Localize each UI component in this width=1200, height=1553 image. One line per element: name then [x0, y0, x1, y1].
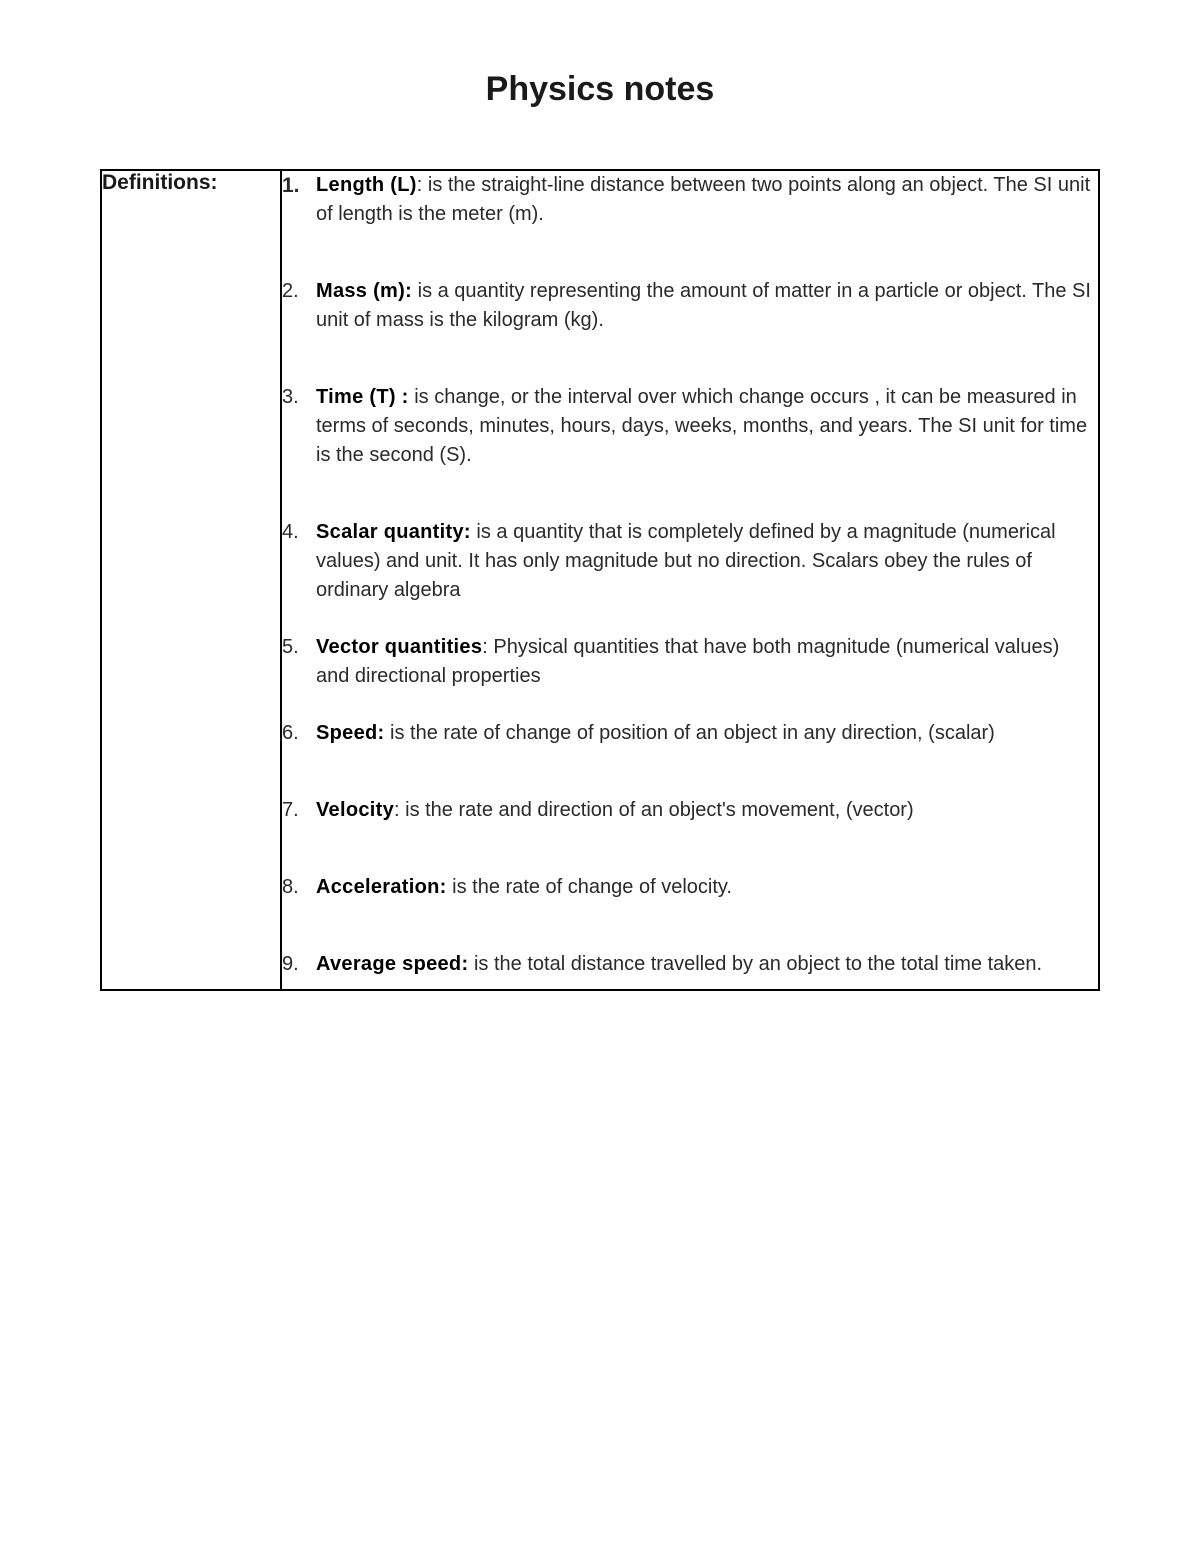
- definition-term: Length (L): [316, 174, 417, 196]
- definition-text: is the straight-line distance between tw…: [316, 174, 1090, 225]
- definition-term: Acceleration:: [316, 876, 447, 898]
- section-heading: Definitions:: [102, 171, 280, 195]
- definition-text: is a quantity representing the amount of…: [316, 280, 1091, 331]
- definition-item: 1.Length (L): is the straight-line dista…: [282, 171, 1098, 229]
- definition-term: Vector quantities: [316, 636, 482, 658]
- definition-separator: :: [394, 799, 405, 821]
- definition-item: 2.Mass (m): is a quantity representing t…: [282, 277, 1098, 335]
- definition-term: Average speed:: [316, 953, 468, 975]
- definition-term: Velocity: [316, 799, 394, 821]
- definition-term: Time (T) :: [316, 386, 409, 408]
- definition-separator: :: [482, 636, 493, 658]
- definition-number: 5.: [282, 633, 316, 691]
- definition-number: 3.: [282, 383, 316, 470]
- definition-item: 8.Acceleration: is the rate of change of…: [282, 873, 1098, 902]
- definition-item: 9.Average speed: is the total distance t…: [282, 950, 1098, 979]
- definition-item: 7. Velocity: is the rate and direction o…: [282, 796, 1098, 825]
- definition-body: Acceleration: is the rate of change of v…: [316, 873, 1098, 902]
- definition-text: is the total distance travelled by an ob…: [474, 953, 1042, 975]
- definitions-cell: 1.Length (L): is the straight-line dista…: [281, 170, 1099, 990]
- definition-number: 4.: [282, 518, 316, 605]
- definition-number: 8.: [282, 873, 316, 902]
- definition-body: Scalar quantity: is a quantity that is c…: [316, 518, 1098, 605]
- section-heading-cell: Definitions:: [101, 170, 281, 990]
- definition-number: 6.: [282, 719, 316, 748]
- definitions-list: 1.Length (L): is the straight-line dista…: [282, 171, 1098, 979]
- definition-text: is change, or the interval over which ch…: [316, 386, 1087, 466]
- page-title: Physics notes: [100, 70, 1100, 109]
- definition-item: 3.Time (T) : is change, or the interval …: [282, 383, 1098, 470]
- definition-text: is the rate of change of velocity.: [452, 876, 732, 898]
- definition-body: Speed: is the rate of change of position…: [316, 719, 1098, 748]
- definition-number: 7.: [282, 796, 316, 825]
- definition-term: Speed:: [316, 722, 384, 744]
- definition-body: Length (L): is the straight-line distanc…: [316, 171, 1098, 229]
- definition-body: Average speed: is the total distance tra…: [316, 950, 1098, 979]
- definition-body: Vector quantities: Physical quantities t…: [316, 633, 1098, 691]
- definition-body: Time (T) : is change, or the interval ov…: [316, 383, 1098, 470]
- definitions-table: Definitions: 1.Length (L): is the straig…: [100, 169, 1100, 991]
- definition-number: 2.: [282, 277, 316, 335]
- definition-number: 1.: [282, 171, 316, 229]
- definition-number: 9.: [282, 950, 316, 979]
- definition-separator: :: [417, 174, 428, 196]
- definition-text: is the rate and direction of an object's…: [405, 799, 914, 821]
- definition-text: is the rate of change of position of an …: [390, 722, 995, 744]
- definition-term: Mass (m):: [316, 280, 412, 302]
- definition-body: Mass (m): is a quantity representing the…: [316, 277, 1098, 335]
- definition-item: 5. Vector quantities: Physical quantitie…: [282, 633, 1098, 691]
- definition-item: 4.Scalar quantity: is a quantity that is…: [282, 518, 1098, 605]
- definition-item: 6.Speed: is the rate of change of positi…: [282, 719, 1098, 748]
- definition-term: Scalar quantity:: [316, 521, 471, 543]
- definition-body: Velocity: is the rate and direction of a…: [316, 796, 1098, 825]
